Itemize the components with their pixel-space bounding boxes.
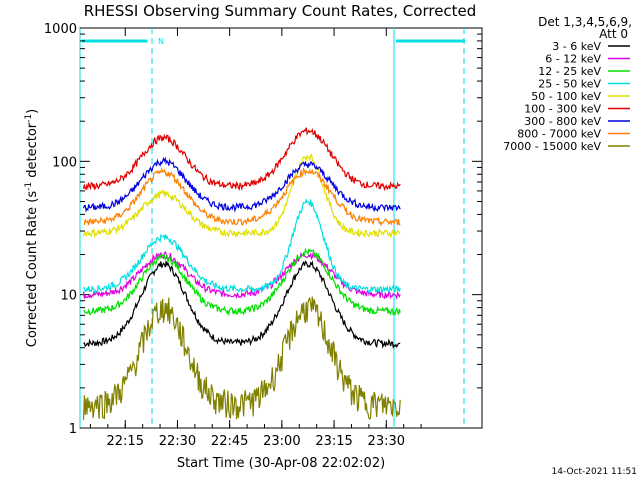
- y-axis-label: Corrected Count Rate (s-1 detector-1): [24, 109, 40, 347]
- plot-frame: [79, 27, 483, 429]
- series-line-12-25-kev: [83, 247, 401, 317]
- legend-label: 12 - 25 keV: [538, 65, 601, 78]
- x-tick-label: 22:15: [107, 434, 144, 449]
- legend-header-2: Att 0: [599, 27, 628, 41]
- legend-label: 800 - 7000 keV: [517, 128, 601, 141]
- legend-label: 7000 - 15000 keV: [503, 140, 601, 153]
- series-line-300-800-kev: [82, 156, 401, 213]
- y-axis-sup-1: -1: [24, 182, 34, 191]
- y-tick-label: 10: [60, 289, 77, 304]
- series-line-100-300-kev: [82, 127, 401, 192]
- series-lines: [82, 127, 401, 420]
- x-axis-title: Start Time (30-Apr-08 22:02:02): [177, 456, 385, 471]
- x-tick-label: 22:45: [211, 434, 248, 449]
- series-line-25-50-kev: [83, 198, 401, 295]
- y-axis-title: Corrected Count Rate (s-1 detector-1): [24, 109, 40, 347]
- x-tick-label: 23:30: [368, 434, 405, 449]
- night-markers: N: [79, 28, 465, 428]
- legend-header-1: Det 1,3,4,5,6,9,: [538, 15, 632, 29]
- legend-label: 50 - 100 keV: [531, 90, 601, 103]
- y-tick-label: 1: [69, 422, 77, 437]
- y-tick-label: 100: [52, 155, 77, 170]
- night-label: N: [158, 37, 164, 46]
- legend-label: 6 - 12 keV: [545, 53, 601, 66]
- chart-title: RHESSI Observing Summary Count Rates, Co…: [84, 2, 477, 20]
- series-line-6-12-kev: [82, 251, 401, 300]
- legend-label: 300 - 800 keV: [524, 115, 601, 128]
- legend-label: 25 - 50 keV: [538, 78, 601, 91]
- y-axis-sup-2: -1: [24, 114, 34, 123]
- series-line-50-100-kev: [82, 153, 401, 239]
- series-line-7000-15000-kev: [82, 296, 401, 420]
- plot-area: [79, 27, 483, 429]
- legend-label: 3 - 6 keV: [552, 40, 601, 53]
- x-tick-label: 23:00: [263, 434, 300, 449]
- y-tick-label: 1000: [44, 22, 77, 37]
- series-line-3-6-kev: [83, 260, 401, 349]
- x-tick-label: 23:15: [315, 434, 352, 449]
- axes: 22:15 22:30 22:45 23:00 23:15 23:30 1 10 100 1000: [44, 22, 482, 449]
- series-line-800-7000-kev: [83, 167, 401, 227]
- legend-label: 100 - 300 keV: [524, 103, 601, 116]
- timestamp: 14-Oct-2021 11:51: [552, 467, 637, 477]
- x-tick-label: 22:30: [159, 434, 196, 449]
